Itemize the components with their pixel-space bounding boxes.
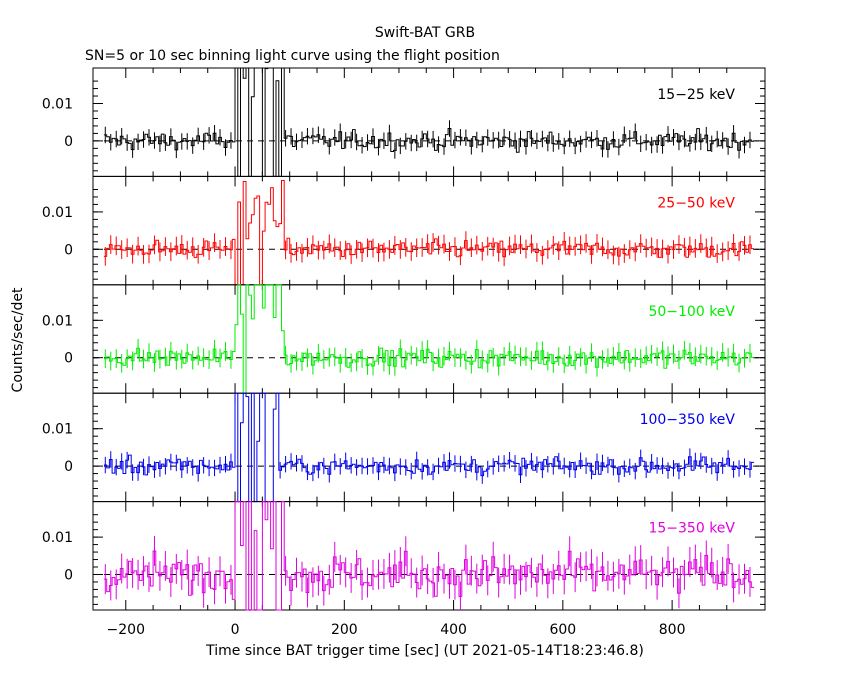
light-curve-1 [103, 67, 755, 177]
panel-frame [92, 67, 766, 177]
panel-frame [92, 175, 766, 286]
panel-4: 0 0.01 100−350 keV [42, 392, 766, 503]
x-tick-label: 200 [331, 622, 358, 638]
y-tick-label: 0 [64, 242, 73, 258]
band-label: 100−350 keV [640, 412, 736, 428]
x-tick-label: 0 [231, 622, 240, 638]
panel-frame [92, 392, 766, 503]
panel-1: 0 0.01 15−25 keV [42, 67, 766, 177]
panel-2: 0 0.01 25−50 keV [42, 175, 766, 286]
chart-title: Swift-BAT GRB [375, 25, 475, 41]
panel-5: 0 0.01 15−350 keV [42, 501, 766, 611]
y-axis-label: Counts/sec/det [10, 287, 26, 392]
y-tick-label: 0.01 [42, 205, 73, 221]
x-tick-label: 800 [659, 622, 686, 638]
band-label: 50−100 keV [648, 304, 735, 320]
light-curve-3 [103, 284, 755, 394]
light-curve-5 [103, 501, 755, 611]
band-label: 25−50 keV [657, 195, 735, 211]
y-tick-label: 0 [64, 351, 73, 367]
y-tick-label: 0.01 [42, 313, 73, 329]
chart-subtitle: SN=5 or 10 sec binning light curve using… [85, 48, 500, 64]
x-tick-label: 400 [440, 622, 467, 638]
light-curve-2 [103, 180, 755, 286]
panel-3: 0 0.01 50−100 keV [42, 284, 766, 394]
x-axis-label: Time since BAT trigger time [sec] (UT 20… [205, 643, 644, 659]
band-label: 15−25 keV [657, 87, 735, 103]
y-tick-label: 0.01 [42, 97, 73, 113]
panel-frame [92, 284, 766, 394]
y-tick-label: 0 [64, 134, 73, 150]
panels-group: 0 0.01 15−25 keV 0 0.01 25−50 keV 0 0.01 50−100 … [42, 67, 766, 638]
y-tick-label: 0.01 [42, 422, 73, 438]
light-curve-4 [103, 392, 755, 503]
y-tick-label: 0 [64, 459, 73, 475]
x-tick-label: −200 [107, 622, 145, 638]
y-tick-label: 0 [64, 567, 73, 583]
panel-frame [92, 501, 766, 611]
x-tick-label: 600 [549, 622, 576, 638]
band-label: 15−350 keV [648, 521, 735, 537]
y-tick-label: 0.01 [42, 530, 73, 546]
